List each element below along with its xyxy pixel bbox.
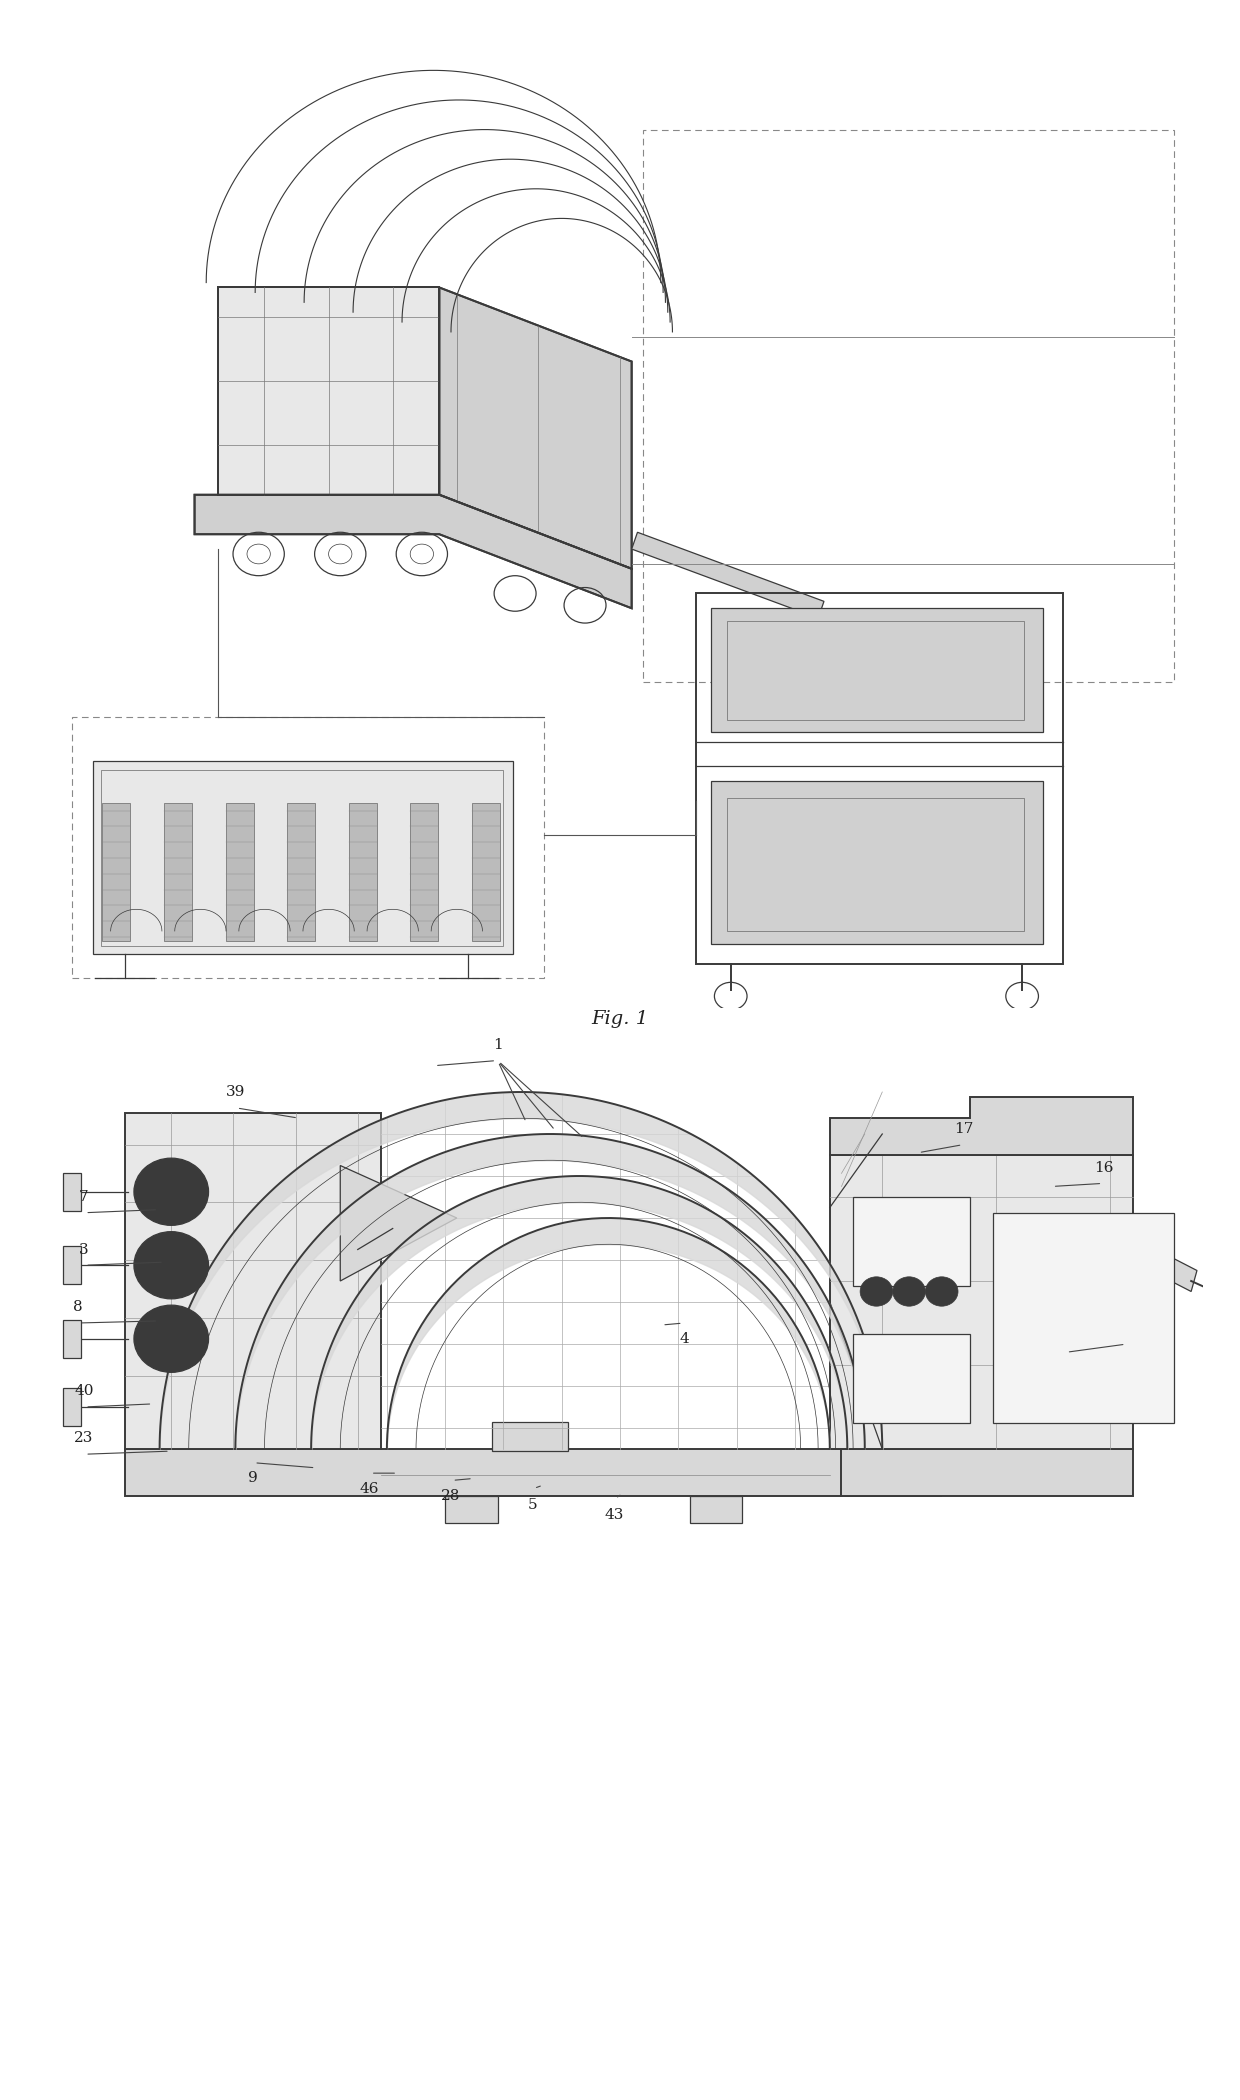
Circle shape [861,1277,893,1306]
Bar [853,1334,970,1424]
Polygon shape [340,1166,456,1281]
Bar [93,762,513,953]
Bar [689,1495,743,1522]
Circle shape [162,1184,181,1201]
Text: 1: 1 [492,1037,502,1052]
Bar [164,802,192,941]
Polygon shape [63,1172,82,1210]
Polygon shape [63,1245,82,1283]
Text: 3: 3 [79,1243,88,1256]
Bar [696,594,1063,964]
Circle shape [134,1304,208,1373]
Bar [445,1495,497,1522]
Text: 43: 43 [604,1508,624,1522]
Text: 39: 39 [226,1086,246,1098]
Polygon shape [830,1155,1133,1449]
Bar [103,802,130,941]
Polygon shape [830,1096,1133,1155]
Text: 4: 4 [680,1331,689,1346]
Text: 5: 5 [528,1497,537,1512]
Circle shape [150,1247,192,1285]
Circle shape [134,1231,208,1298]
Bar [72,716,544,979]
Text: 16: 16 [1094,1161,1114,1174]
Text: 46: 46 [360,1483,379,1495]
Polygon shape [63,1388,82,1426]
Text: 7: 7 [79,1191,88,1203]
Text: 23: 23 [74,1432,93,1445]
Polygon shape [439,288,631,569]
Circle shape [134,1159,208,1226]
Bar [711,609,1043,731]
Circle shape [925,1277,959,1306]
Polygon shape [124,1113,381,1449]
Bar [472,802,500,941]
Text: 2: 2 [1122,1352,1132,1367]
Text: 17: 17 [954,1121,973,1136]
Polygon shape [842,1449,1133,1495]
Bar [348,802,377,941]
Bar [410,802,439,941]
Polygon shape [63,1321,82,1359]
Bar [993,1214,1174,1424]
Bar [492,1422,568,1451]
Circle shape [162,1331,181,1348]
Polygon shape [218,288,439,496]
Circle shape [150,1321,192,1359]
Text: 9: 9 [248,1472,258,1485]
Bar [644,130,1174,682]
Circle shape [893,1277,925,1306]
Polygon shape [1110,1228,1197,1292]
Bar [853,1197,970,1285]
Bar [727,798,1024,930]
Circle shape [150,1172,192,1210]
Text: 8: 8 [73,1300,83,1315]
Text: 40: 40 [74,1384,93,1399]
Bar [288,802,315,941]
Bar [102,771,503,945]
Bar [727,622,1024,720]
Bar [711,781,1043,943]
Polygon shape [195,496,631,609]
Text: Fig. 1: Fig. 1 [591,1010,649,1027]
Bar [226,802,254,941]
Polygon shape [631,531,823,617]
Text: 28: 28 [441,1489,461,1504]
Polygon shape [124,1449,940,1495]
Circle shape [162,1256,181,1273]
